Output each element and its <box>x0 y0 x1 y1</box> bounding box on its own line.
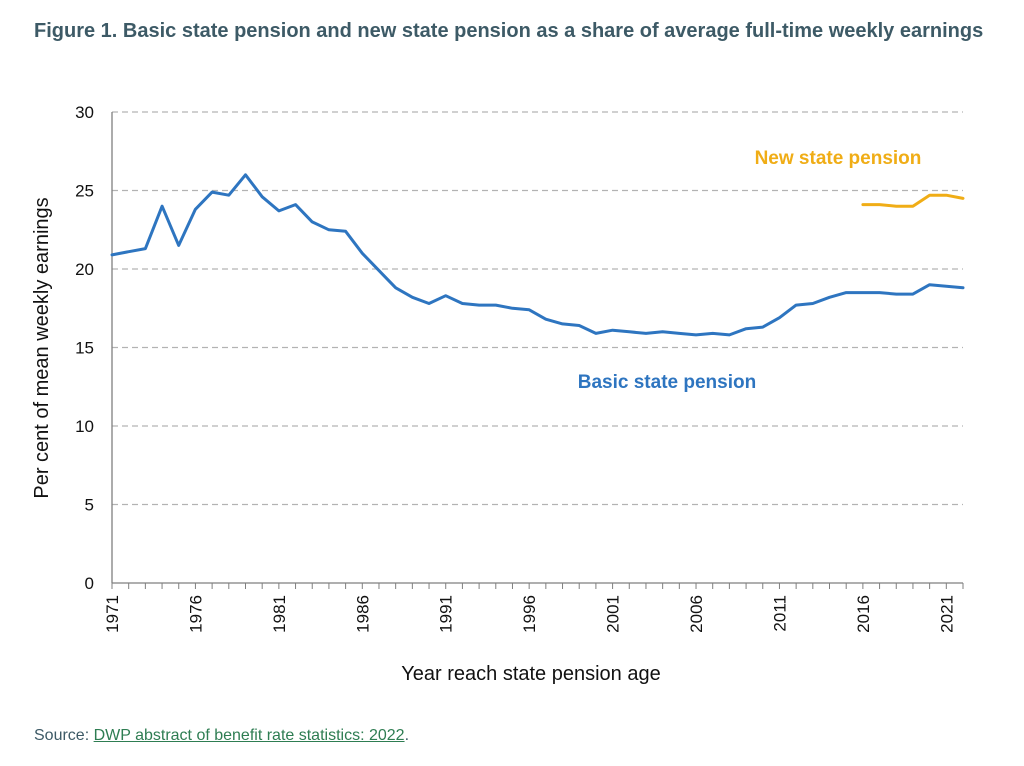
y-tick-label-10: 10 <box>75 417 94 436</box>
y-axis-title: Per cent of mean weekly earnings <box>31 197 53 498</box>
source-link[interactable]: DWP abstract of benefit rate statistics:… <box>93 727 405 744</box>
x-tick-label-2016: 2016 <box>854 595 873 633</box>
y-tick-label-15: 15 <box>75 339 94 358</box>
x-tick-label-1996: 1996 <box>520 595 539 633</box>
x-tick-label-1991: 1991 <box>437 595 456 633</box>
x-tick-label-2021: 2021 <box>937 595 956 633</box>
source-suffix: . <box>404 727 410 744</box>
source-note: Source: DWP abstract of benefit rate sta… <box>34 727 409 745</box>
series-label-new-state-pension: New state pension <box>755 148 922 169</box>
series-line-new-state-pension <box>861 193 965 208</box>
series-layer <box>110 173 965 337</box>
x-tick-label-2001: 2001 <box>604 595 623 633</box>
x-tick-label-2011: 2011 <box>770 595 789 632</box>
source-prefix: Source: <box>34 727 94 744</box>
x-tick-label-1971: 1971 <box>103 595 122 633</box>
x-tick-label-1976: 1976 <box>186 595 205 633</box>
figure-title: Figure 1. Basic state pension and new st… <box>34 20 984 42</box>
y-tick-label-20: 20 <box>75 260 94 279</box>
x-tick-label-1981: 1981 <box>270 595 289 633</box>
grid-layer <box>112 111 963 506</box>
x-tick-label-1986: 1986 <box>353 595 372 633</box>
x-tick-label-2006: 2006 <box>687 595 706 633</box>
y-tick-label-0: 0 <box>85 574 94 593</box>
axes-layer: 0 5 10 15 20 25 30 1971 1976 1981 1986 1991 1996 2001… <box>75 103 964 633</box>
series-label-basic-state-pension: Basic state pension <box>578 372 756 393</box>
series-line-basic-state-pension <box>110 173 965 337</box>
y-tick-label-25: 25 <box>75 182 94 201</box>
x-axis-title: Year reach state pension age <box>401 663 660 685</box>
y-tick-label-30: 30 <box>75 103 94 122</box>
y-tick-label-5: 5 <box>85 496 94 515</box>
